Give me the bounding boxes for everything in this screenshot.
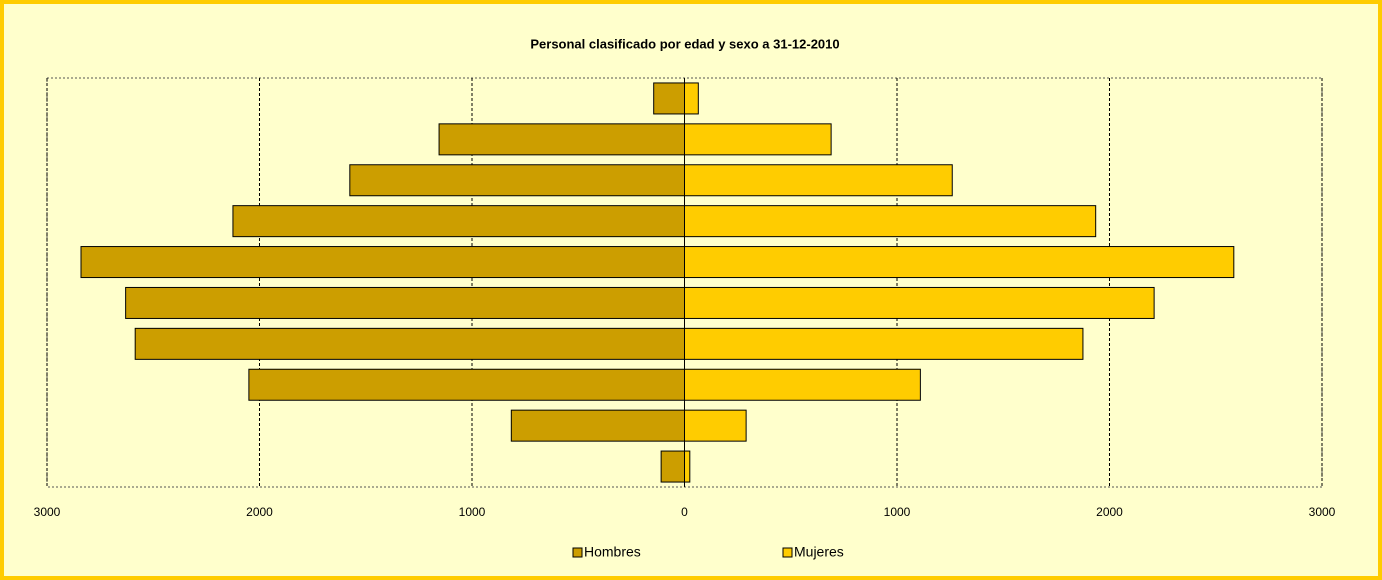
- bar: [684, 205, 1097, 238]
- bar: [684, 450, 691, 483]
- bar: [349, 164, 685, 197]
- bar: [684, 123, 832, 156]
- bar: [684, 327, 1084, 360]
- x-tick-label: 3000: [34, 505, 61, 519]
- bar: [684, 164, 953, 197]
- x-tick-label: 1000: [884, 505, 911, 519]
- bar: [125, 286, 685, 319]
- x-tick-label: 2000: [246, 505, 273, 519]
- bar: [684, 246, 1235, 279]
- bar: [248, 368, 685, 401]
- x-tick-label: 0: [681, 505, 688, 519]
- bar: [684, 368, 921, 401]
- bar: [80, 246, 685, 279]
- x-tick-label: 1000: [459, 505, 486, 519]
- bar: [660, 450, 685, 483]
- x-tick-label: 2000: [1096, 505, 1123, 519]
- bar: [510, 409, 685, 442]
- bar: [684, 82, 699, 115]
- legend-label: Hombres: [584, 544, 641, 560]
- legend-swatch: [572, 547, 583, 558]
- bar: [653, 82, 685, 115]
- x-tick-label: 3000: [1309, 505, 1336, 519]
- bar: [134, 327, 685, 360]
- chart-title: Personal clasificado por edad y sexo a 3…: [530, 36, 839, 51]
- bar: [232, 205, 685, 238]
- legend-swatch: [782, 547, 793, 558]
- bar: [438, 123, 685, 156]
- bar: [684, 409, 747, 442]
- bar: [684, 286, 1155, 319]
- legend-label: Mujeres: [794, 544, 844, 560]
